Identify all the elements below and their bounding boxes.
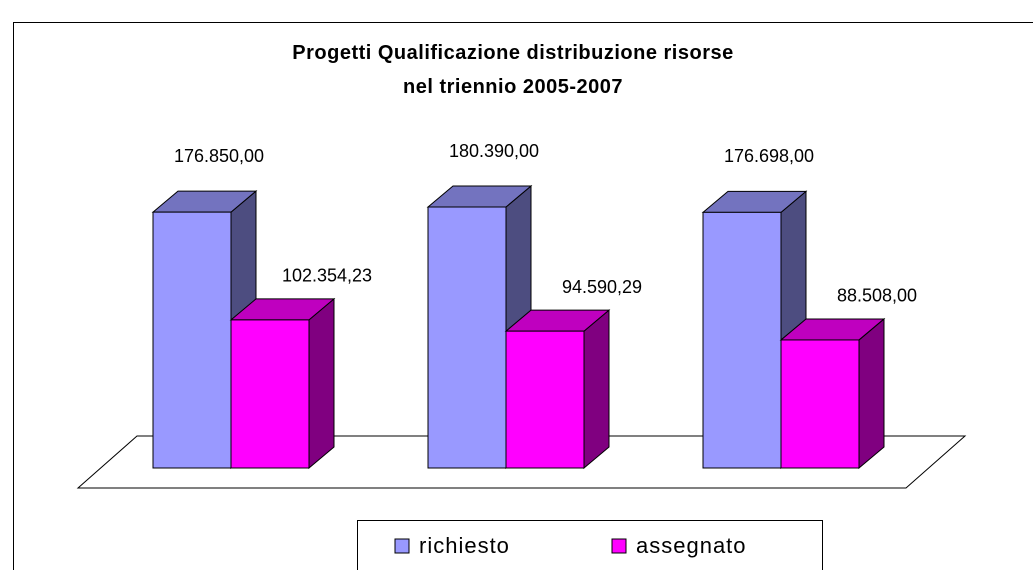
bar-side [308, 297, 335, 470]
bar [229, 297, 336, 470]
bar-front [427, 206, 507, 469]
bar [504, 309, 611, 470]
bar-side [583, 309, 610, 470]
bar [426, 184, 533, 470]
legend-swatch [611, 538, 627, 554]
legend-box [357, 520, 823, 570]
bar [779, 317, 886, 470]
data-label: 88.508,00 [837, 286, 917, 306]
legend-swatch [394, 538, 410, 554]
bar-front [230, 319, 310, 469]
data-label: 94.590,29 [562, 277, 642, 297]
bar-side [858, 317, 885, 470]
legend-label: assegnato [636, 533, 747, 558]
data-label: 176.698,00 [724, 146, 814, 166]
chart-title: Progetti Qualificazione distribuzione ri… [292, 42, 734, 98]
data-label: 180.390,00 [449, 141, 539, 161]
bar-front [505, 330, 585, 469]
bar-front [152, 211, 232, 469]
data-label: 102.354,23 [282, 266, 372, 286]
data-label: 176.850,00 [174, 146, 264, 166]
bar-front [702, 211, 782, 469]
legend-label: richiesto [419, 533, 510, 558]
bar-front [780, 339, 860, 469]
